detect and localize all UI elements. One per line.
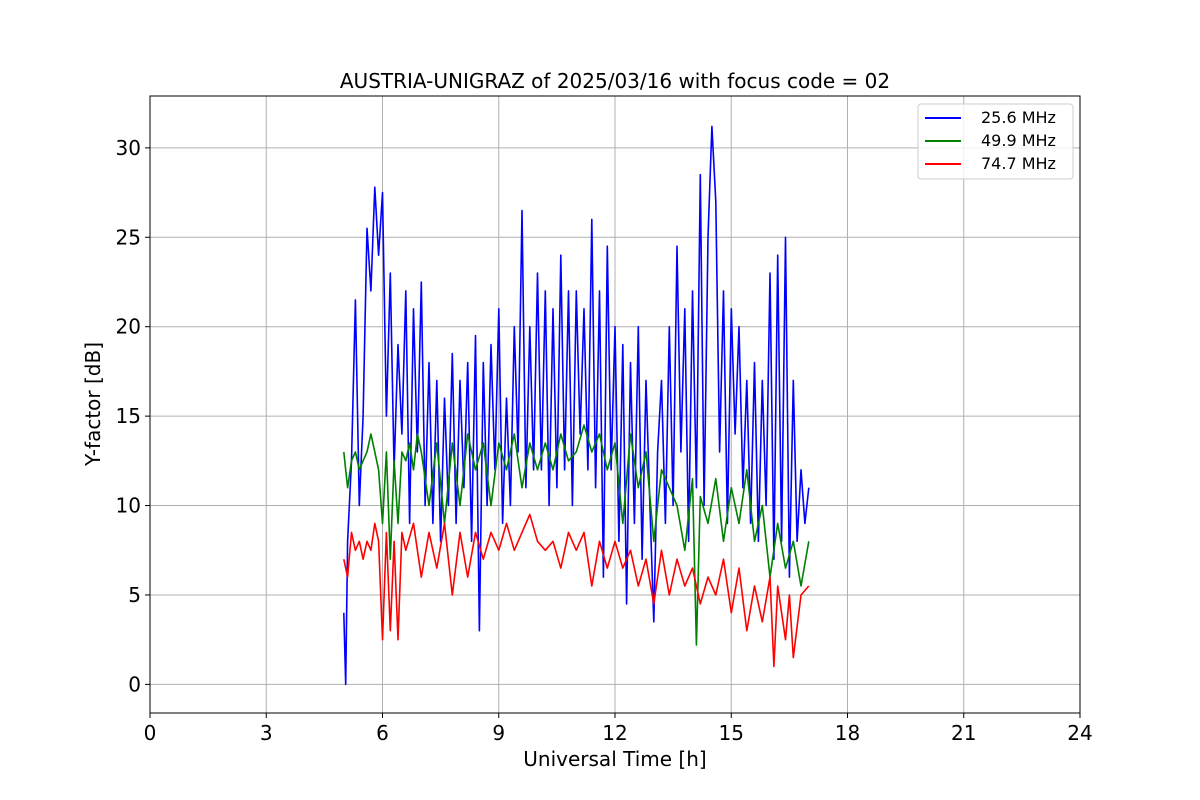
series-line-25-6-mhz — [343, 125, 810, 686]
y-tick-label: 5 — [128, 583, 141, 607]
legend: 25.6 MHz 49.9 MHz 74.7 MHz — [917, 103, 1074, 180]
y-tick-label: 30 — [116, 136, 141, 160]
x-tick-label: 3 — [260, 721, 273, 745]
x-tick-label: 24 — [1067, 721, 1092, 745]
series-line-74-7-mhz — [343, 513, 810, 668]
series-lines — [343, 125, 810, 686]
axis-ticks: 0 3 6 9 12 15 18 21 24 0 5 10 15 20 25 30 — [116, 136, 1093, 745]
x-tick-label: 6 — [376, 721, 389, 745]
x-tick-label: 12 — [602, 721, 627, 745]
y-tick-label: 15 — [116, 404, 141, 428]
x-tick-label: 0 — [144, 721, 157, 745]
y-tick-label: 10 — [116, 494, 141, 518]
x-tick-label: 15 — [719, 721, 744, 745]
y-tick-label: 25 — [116, 225, 141, 249]
legend-entry-49-9-mhz: 49.9 MHz — [981, 131, 1056, 150]
legend-box — [917, 103, 1074, 180]
y-axis-label: Y-factor [dB] — [81, 342, 105, 467]
legend-entry-74-7-mhz: 74.7 MHz — [981, 154, 1056, 173]
x-tick-label: 9 — [492, 721, 505, 745]
chart-title: AUSTRIA-UNIGRAZ of 2025/03/16 with focus… — [340, 69, 890, 93]
x-tick-label: 21 — [951, 721, 976, 745]
legend-entry-25-6-mhz: 25.6 MHz — [981, 108, 1056, 127]
series-line-49-9-mhz — [343, 424, 810, 646]
x-tick-label: 18 — [835, 721, 860, 745]
y-tick-label: 0 — [128, 672, 141, 696]
y-tick-label: 20 — [116, 315, 141, 339]
x-axis-label: Universal Time [h] — [523, 747, 706, 771]
